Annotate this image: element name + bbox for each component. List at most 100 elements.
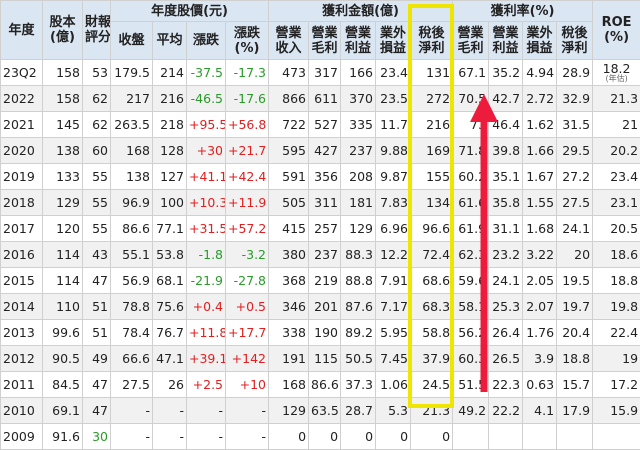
table-cell: +41.1 [187,164,226,190]
table-cell: 47 [83,372,111,398]
column-header: ROE(%) [593,1,640,60]
table-cell: 67.1 [453,60,489,86]
table-cell: 88.3 [341,242,376,268]
table-cell: 26 [153,372,187,398]
table-cell: 2021 [1,112,43,138]
table-cell: +42.4 [226,164,269,190]
table-cell: 60 [83,138,111,164]
table-cell: +0.5 [226,294,269,320]
table-cell: 89.2 [341,320,376,346]
table-cell: 0 [376,424,411,450]
table-cell: 473 [269,60,309,86]
column-header: 稅後淨利 [557,22,593,60]
table-cell: 5.3 [376,398,411,424]
table-cell: 191 [269,346,309,372]
table-cell: 181 [341,190,376,216]
table-cell: 20 [557,242,593,268]
table-cell: 4.94 [523,60,557,86]
header-text: 損益 [527,41,553,56]
table-cell: 18.6 [593,242,640,268]
table-cell: 120 [43,216,83,242]
table-cell: 69.1 [43,398,83,424]
table-cell: 1.66 [523,138,557,164]
column-header: 漲跌(%) [226,22,269,60]
table-cell: 63.5 [309,398,341,424]
column-header: 營業毛利 [309,22,341,60]
table-cell: 76.7 [153,320,187,346]
table-cell: 62 [83,86,111,112]
table-cell: 263.5 [111,112,153,138]
table-cell: 71.8 [453,138,489,164]
table-cell: 527 [309,112,341,138]
table-cell: 30 [83,424,111,450]
table-cell: - [187,424,226,450]
table-cell: 37.9 [411,346,453,372]
table-cell: 138 [43,138,83,164]
table-cell: 27.5 [111,372,153,398]
table-cell: 368 [269,268,309,294]
table-cell: 380 [269,242,309,268]
table-cell: 2019 [1,164,43,190]
header-text: 淨利 [562,41,588,56]
header-text: 評分 [85,30,111,45]
table-cell: 311 [309,190,341,216]
table-cell: 31.1 [489,216,523,242]
table-cell: 427 [309,138,341,164]
table-cell: 90.5 [43,346,83,372]
header-text: 漲跌 [234,26,260,41]
table-cell: 415 [269,216,309,242]
table-cell: 0 [341,424,376,450]
table-cell: 73 [453,112,489,138]
table-cell: 91.6 [43,424,83,450]
table-cell: 17.2 [593,372,640,398]
column-header: 營業利益 [341,22,376,60]
table-cell: 1.06 [376,372,411,398]
table-cell: - [187,398,226,424]
table-cell: 3.9 [523,346,557,372]
table-cell: - [153,398,187,424]
table-cell: 1.55 [523,190,557,216]
table-cell: 179.5 [111,60,153,86]
table-cell: 110 [43,294,83,320]
table-cell: 42.7 [489,86,523,112]
header-text: (%) [604,30,629,45]
header-text: 平均 [156,33,182,48]
table-cell: 26.4 [489,320,523,346]
table-cell: 61.6 [453,190,489,216]
table-cell: +10 [226,372,269,398]
table-cell: +56.8 [226,112,269,138]
table-cell: 55 [83,190,111,216]
table-cell: 2016 [1,242,43,268]
table-cell: +39.1 [187,346,226,372]
table-cell: 1.67 [523,164,557,190]
table-cell: 2.05 [523,268,557,294]
table-cell: 60.3 [453,346,489,372]
table-cell: 9.87 [376,164,411,190]
table-cell: 99.6 [43,320,83,346]
header-text: 財報 [85,15,111,30]
header-text: 股本 [49,15,75,30]
table-cell: - [153,424,187,450]
table-cell: +31.5 [187,216,226,242]
table-cell: 7.91 [376,268,411,294]
table-cell: 2020 [1,138,43,164]
table-cell: 346 [269,294,309,320]
table-cell: 55 [83,164,111,190]
header-text: 漲跌 [193,33,219,48]
table-cell: - [111,398,153,424]
header-text: 業外 [380,26,406,41]
table-cell: 169 [411,138,453,164]
table-cell: 129 [341,216,376,242]
table-cell: 131 [411,60,453,86]
table-cell: -37.5 [187,60,226,86]
table-cell: +11.8 [187,320,226,346]
table-cell: 3.22 [523,242,557,268]
table-cell: 335 [341,112,376,138]
column-header: 營業利益 [489,22,523,60]
table-cell: 26.5 [489,346,523,372]
table-cell: 237 [341,138,376,164]
